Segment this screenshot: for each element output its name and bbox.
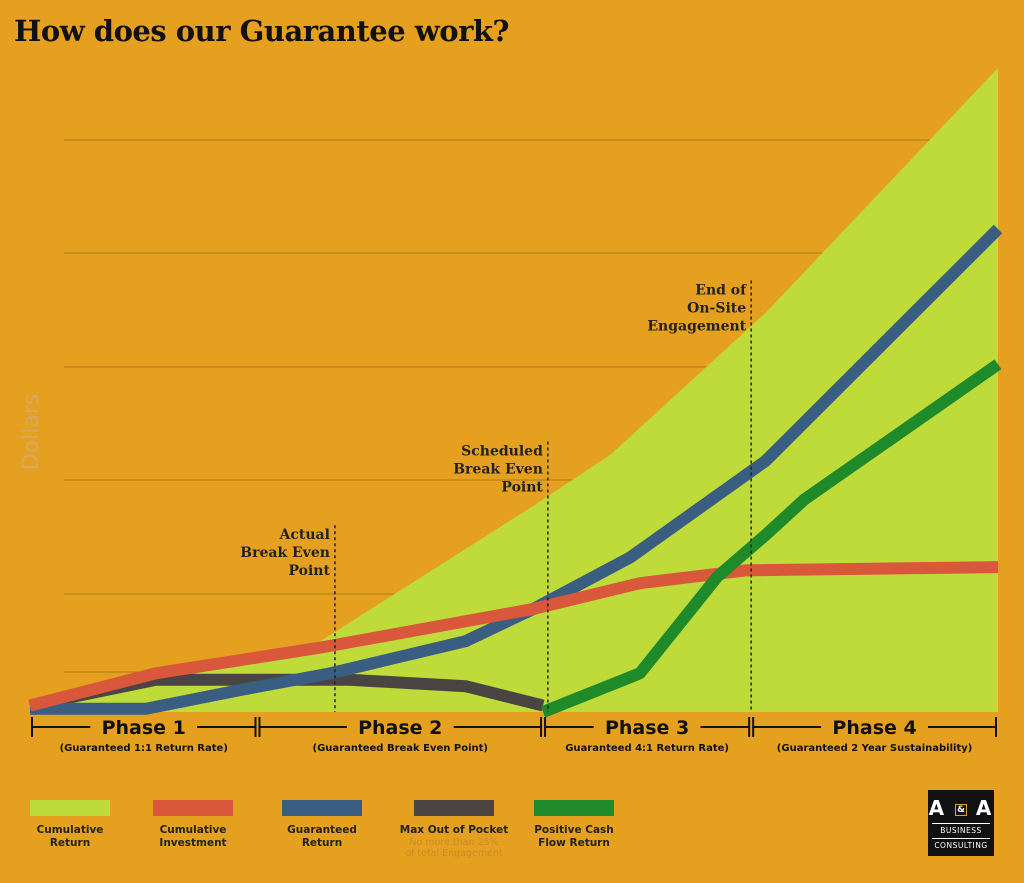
legend-note: No more than 25% of total Engagement bbox=[405, 837, 503, 859]
legend-label: Cumulative Investment bbox=[159, 824, 227, 849]
legend-swatch bbox=[30, 800, 110, 816]
legend-label: Max Out of Pocket bbox=[399, 824, 509, 836]
phase-axis: Phase 1 (Guaranteed 1:1 Return Rate) Phase… bbox=[31, 717, 997, 754]
legend-swatch bbox=[534, 800, 614, 816]
line-positive-cash-flow-return bbox=[540, 359, 1002, 718]
line-cumulative-investment bbox=[28, 561, 999, 712]
logo-ampersand: & bbox=[955, 803, 967, 816]
legend-item-guaranteed-return: Guaranteed Return bbox=[257, 800, 387, 850]
marker-label-1-line-2: Break Even bbox=[240, 545, 330, 561]
phase-label-3: Phase 3 bbox=[605, 717, 689, 739]
marker-label-3-line-2: On-Site bbox=[687, 301, 746, 317]
legend-label: Guaranteed Return bbox=[287, 824, 357, 849]
marker-label-3-line-1: End of bbox=[695, 283, 747, 299]
logo-letter-right: A bbox=[975, 796, 994, 820]
chart: Actual Break Even Point Scheduled Break Even… bbox=[19, 68, 1003, 754]
legend-item-max-out-of-pocket: Max Out of Pocket No more than 25% of tot… bbox=[389, 800, 519, 859]
logo-letter-left: A bbox=[928, 796, 947, 820]
logo-word-consulting: CONSULTING bbox=[932, 838, 990, 850]
marker-label-1-line-1: Actual bbox=[278, 527, 329, 543]
phase-label-2: Phase 2 bbox=[358, 717, 442, 739]
phase-subtitle-2: (Guaranteed Break Even Point) bbox=[313, 743, 488, 754]
legend: Cumulative Return Cumulative Investment Gu… bbox=[0, 800, 900, 880]
marker-label-1-line-3: Point bbox=[288, 563, 330, 579]
marker-label-2-line-3: Point bbox=[501, 480, 543, 496]
legend-item-positive-cash-flow-return: Positive Cash Flow Return bbox=[509, 800, 639, 850]
legend-swatch bbox=[414, 800, 494, 816]
legend-swatch bbox=[153, 800, 233, 816]
logo-mark: A & A bbox=[928, 796, 994, 820]
line-guaranteed-return bbox=[30, 224, 1003, 715]
marker-label-2-line-1: Scheduled bbox=[461, 444, 543, 460]
legend-label: Positive Cash Flow Return bbox=[534, 824, 614, 849]
marker-label-2-line-2: Break Even bbox=[453, 462, 543, 478]
company-logo: A & A BUSINESS CONSULTING bbox=[928, 790, 994, 856]
phase-subtitle-3: Guaranteed 4:1 Return Rate) bbox=[565, 743, 729, 754]
legend-item-cumulative-return: Cumulative Return bbox=[5, 800, 135, 850]
series-lines bbox=[28, 224, 1003, 718]
legend-swatch bbox=[282, 800, 362, 816]
phase-subtitle-4: (Guaranteed 2 Year Sustainability) bbox=[777, 743, 973, 754]
chart-title: How does our Guarantee work? bbox=[14, 14, 509, 48]
legend-item-cumulative-investment: Cumulative Investment bbox=[128, 800, 258, 850]
legend-label: Cumulative Return bbox=[36, 824, 104, 849]
marker-label-3-line-3: Engagement bbox=[647, 319, 746, 335]
logo-word-business: BUSINESS bbox=[932, 823, 990, 835]
phase-label-4: Phase 4 bbox=[832, 717, 916, 739]
y-axis-label: Dollars bbox=[19, 394, 44, 471]
event-markers: Actual Break Even Point Scheduled Break Even… bbox=[240, 280, 752, 712]
phase-subtitle-1: (Guaranteed 1:1 Return Rate) bbox=[60, 743, 228, 754]
phase-label-1: Phase 1 bbox=[102, 717, 186, 739]
